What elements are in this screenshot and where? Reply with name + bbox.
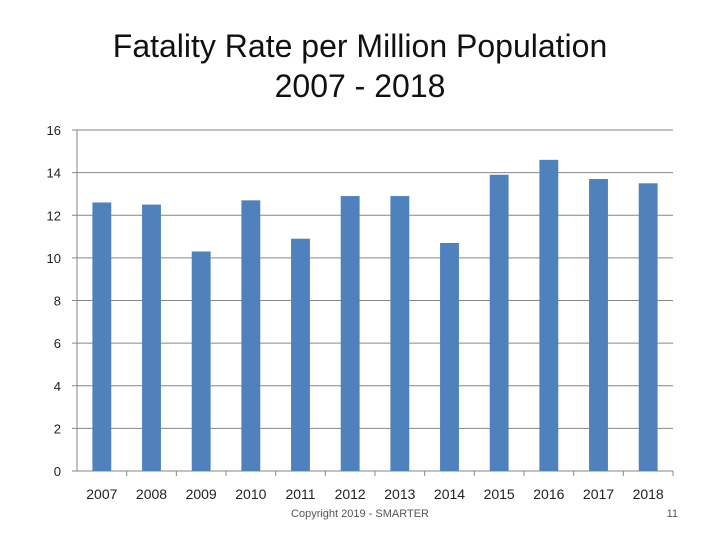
x-tick-label: 2015	[484, 486, 515, 502]
y-tick-label: 4	[54, 379, 61, 394]
chart-title-line-1: Fatality Rate per Million Population	[112, 28, 608, 64]
y-tick-label: 12	[47, 208, 61, 223]
x-tick-label: 2011	[285, 486, 315, 502]
y-tick-label: 2	[54, 421, 61, 436]
x-tick-label: 2017	[583, 486, 614, 502]
y-tick-label: 0	[54, 464, 61, 479]
bar-2007	[92, 202, 112, 471]
bar-2009	[191, 251, 211, 471]
y-tick-label: 8	[54, 294, 61, 309]
x-tick-label: 2009	[186, 486, 217, 502]
y-tick-label: 14	[47, 166, 61, 181]
chart-title-line-2: 2007 - 2018	[274, 68, 446, 104]
bar-2014	[440, 242, 459, 471]
bar-2016	[539, 159, 559, 471]
bar-2017	[589, 179, 608, 472]
bar-2010	[241, 200, 261, 472]
bar-2008	[142, 204, 161, 471]
x-tick-label: 2014	[434, 486, 465, 502]
y-tick-label: 16	[47, 123, 61, 138]
x-tick-label: 2018	[633, 486, 664, 502]
y-tick-label: 10	[47, 251, 61, 266]
x-tick-label: 2016	[533, 486, 564, 502]
bar-2015	[489, 174, 509, 471]
bar-2011	[291, 238, 310, 471]
x-tick-label: 2010	[235, 486, 266, 502]
chart-title: Fatality Rate per Million Population 200…	[0, 26, 720, 106]
x-tick-label: 2008	[136, 486, 167, 502]
bar-2013	[390, 196, 410, 471]
copyright-footer: Copyright 2019 - SMARTER	[291, 508, 429, 520]
x-tick-label: 2012	[335, 486, 366, 502]
y-tick-label: 6	[54, 336, 61, 351]
x-tick-label: 2007	[86, 486, 117, 502]
bar-2012	[340, 196, 360, 471]
x-tick-label: 2013	[384, 486, 415, 502]
page-number: 11	[666, 508, 678, 520]
bar-2018	[638, 183, 658, 471]
